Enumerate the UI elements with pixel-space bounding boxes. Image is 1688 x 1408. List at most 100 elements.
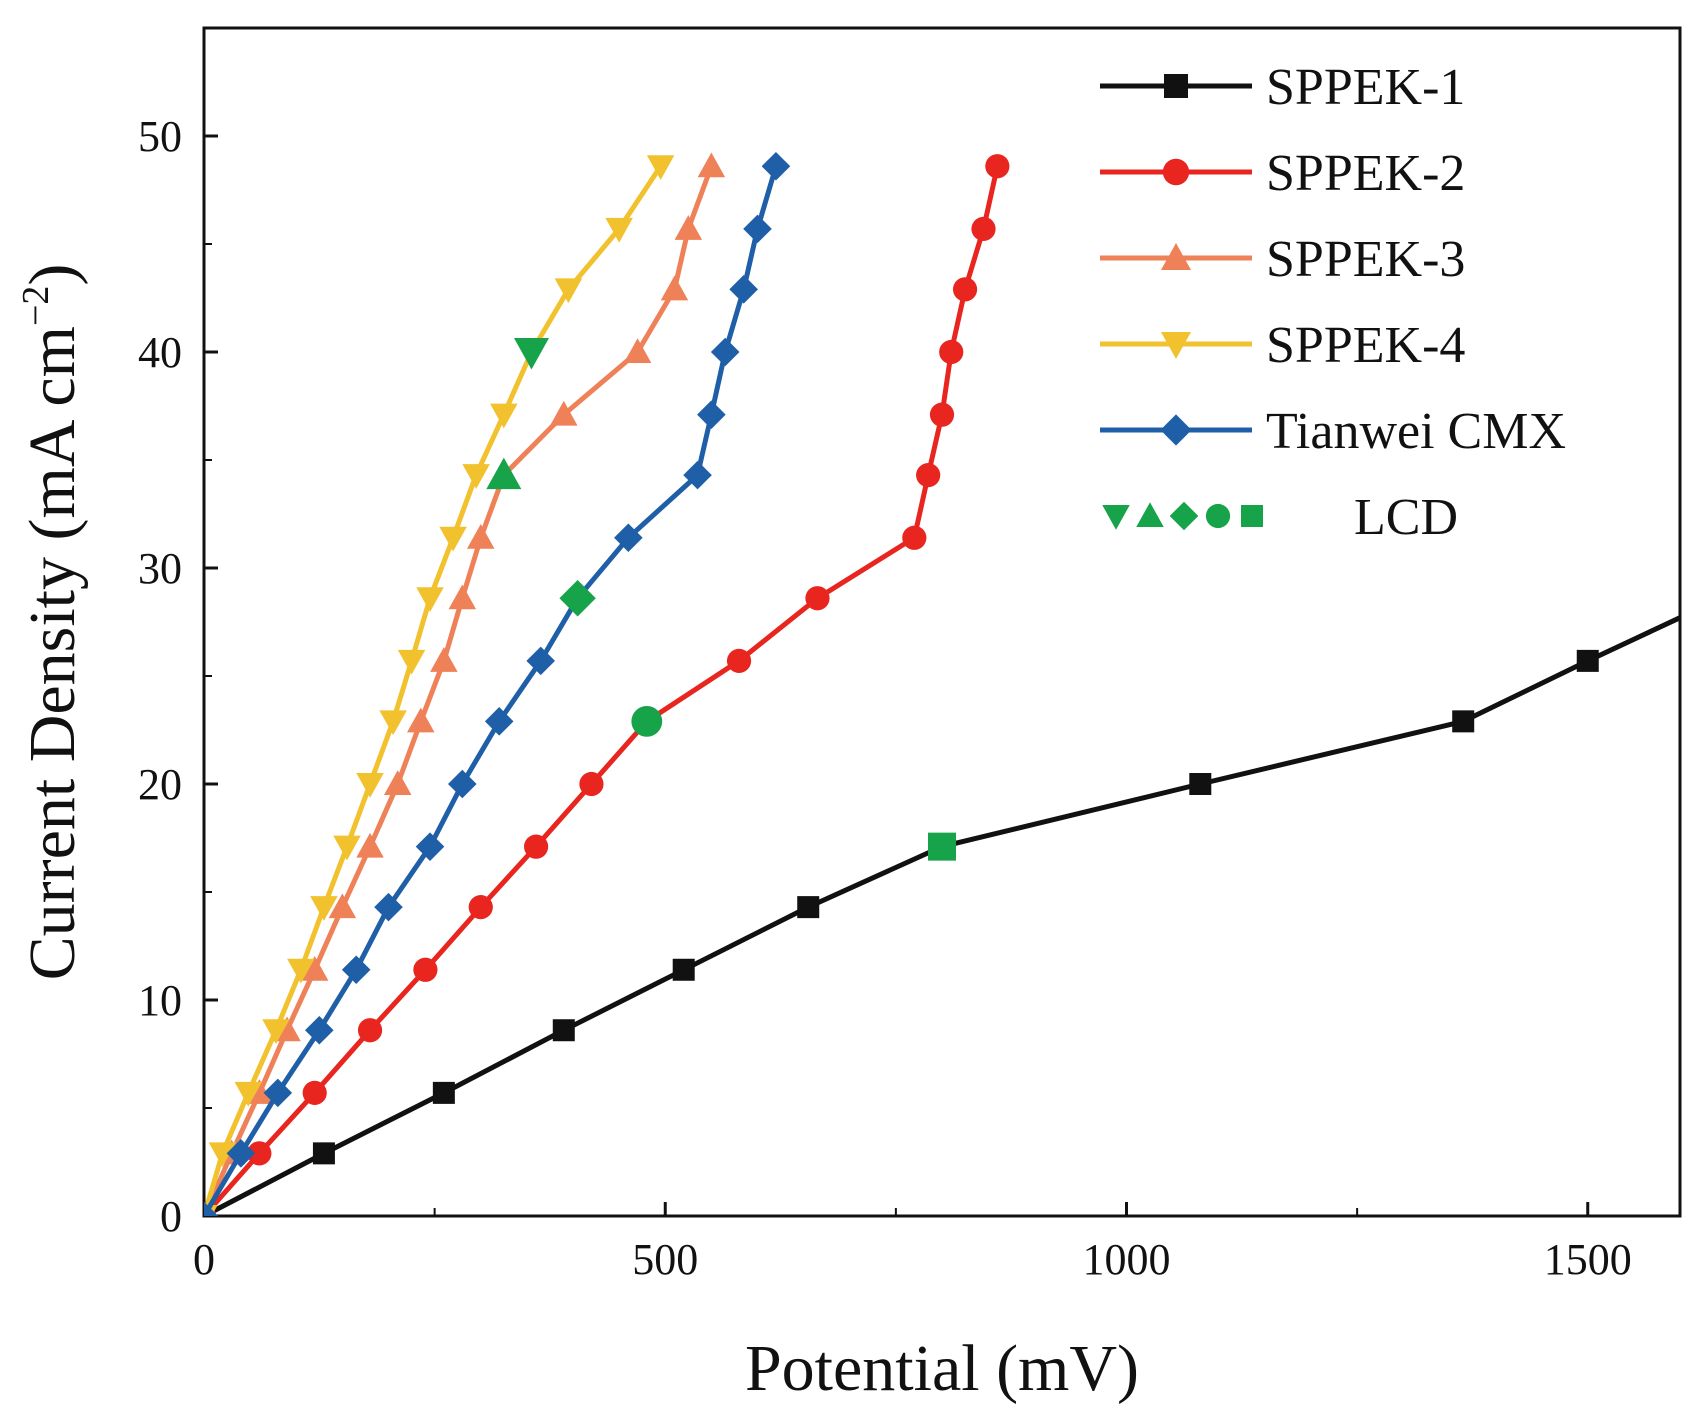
legend-label-sppek-3: SPPEK-3	[1266, 231, 1465, 288]
data-point-tianwei-cmx	[614, 523, 643, 553]
data-point-sppek-2	[971, 216, 996, 241]
y-axis-title: Current Density (mA cm−2)	[15, 264, 89, 981]
data-point-sppek-3	[356, 832, 384, 858]
x-axis-title: Potential (mV)	[745, 1332, 1139, 1405]
lcd-point	[928, 832, 956, 861]
data-point-sppek-1	[1452, 710, 1475, 733]
legend-label-sppek-2: SPPEK-2	[1266, 145, 1465, 202]
data-point-sppek-2	[939, 339, 964, 365]
y-tick-label: 40	[138, 328, 182, 377]
data-point-tianwei-cmx	[761, 151, 791, 181]
data-point-tianwei-cmx	[683, 460, 712, 490]
x-tick-label: 0	[193, 1235, 215, 1284]
legend-marker-sppek-3	[1161, 243, 1191, 270]
data-point-sppek-4	[416, 587, 444, 612]
legend-lcd-marker	[1136, 502, 1164, 527]
data-point-tianwei-cmx	[697, 400, 726, 429]
data-point-sppek-4	[462, 464, 490, 489]
y-axis-title-superscript: −2	[15, 286, 57, 326]
data-point-sppek-2	[916, 463, 941, 488]
data-point-tianwei-cmx	[484, 707, 514, 736]
data-point-sppek-3	[467, 524, 495, 549]
data-point-sppek-3	[328, 893, 357, 919]
y-tick-label: 30	[138, 544, 182, 593]
data-point-sppek-3	[697, 152, 726, 178]
y-tick-label: 0	[160, 1192, 182, 1241]
legend-marker-sppek-1	[1164, 74, 1188, 98]
legend-marker-sppek-4	[1161, 332, 1191, 359]
series-line-sppek-2	[204, 165, 1000, 1216]
data-point-sppek-2	[929, 402, 955, 427]
series-sppek-2	[204, 154, 1010, 1216]
data-point-sppek-2	[902, 525, 927, 550]
lcd-point	[486, 457, 522, 490]
data-point-sppek-2	[357, 1018, 383, 1043]
data-point-sppek-2	[413, 957, 438, 982]
y-axis-title-close: )	[16, 264, 89, 286]
y-tick-label: 10	[138, 976, 182, 1025]
data-point-tianwei-cmx	[226, 1139, 256, 1168]
data-point-sppek-3	[430, 647, 458, 672]
data-point-tianwei-cmx	[526, 646, 556, 676]
y-tick-label: 50	[138, 112, 182, 161]
data-point-sppek-4	[379, 710, 407, 736]
data-point-sppek-2	[805, 586, 830, 611]
data-point-sppek-1	[1189, 773, 1212, 795]
data-point-tianwei-cmx	[374, 892, 403, 922]
data-point-sppek-3	[300, 956, 329, 981]
data-point-sppek-4	[646, 155, 675, 180]
legend-label-lcd: LCD	[1354, 489, 1458, 546]
data-point-tianwei-cmx	[341, 955, 371, 985]
data-point-sppek-1	[797, 896, 820, 919]
data-point-sppek-2	[302, 1080, 327, 1105]
data-point-tianwei-cmx	[415, 832, 445, 861]
data-point-sppek-4	[234, 1081, 263, 1107]
series-line-sppek-3	[204, 165, 714, 1216]
series-layer	[204, 151, 1680, 1216]
x-tick-label: 1000	[1083, 1235, 1171, 1284]
data-point-sppek-2	[952, 277, 978, 302]
data-point-sppek-1	[552, 1019, 575, 1042]
legend-lcd-marker	[1169, 501, 1199, 531]
data-point-sppek-4	[490, 403, 518, 429]
data-point-sppek-4	[333, 835, 361, 861]
data-point-sppek-4	[397, 649, 426, 675]
data-point-tianwei-cmx	[305, 1015, 334, 1045]
data-point-sppek-4	[439, 526, 467, 552]
legend-marker-tianwei-cmx	[1160, 414, 1192, 446]
legend-label-tianwei-cmx: Tianwei CMX	[1266, 403, 1566, 460]
legend-label-sppek-4: SPPEK-4	[1266, 317, 1465, 374]
data-point-sppek-3	[383, 770, 412, 795]
data-point-sppek-3	[623, 338, 652, 363]
lcd-point	[631, 705, 663, 737]
data-point-tianwei-cmx	[263, 1078, 293, 1108]
x-tick-label: 500	[632, 1235, 698, 1284]
data-point-sppek-2	[247, 1141, 272, 1166]
lcd-layer	[486, 338, 956, 861]
data-point-sppek-1	[672, 958, 695, 981]
data-point-sppek-4	[208, 1142, 237, 1168]
series-sppek-1	[204, 615, 1680, 1216]
legend-lcd-marker	[1102, 505, 1130, 530]
data-point-tianwei-cmx	[710, 337, 740, 367]
data-point-sppek-4	[287, 958, 315, 984]
data-point-sppek-2	[468, 895, 493, 920]
data-point-sppek-4	[356, 773, 384, 798]
lcd-point	[513, 338, 549, 370]
data-point-sppek-1	[432, 1081, 455, 1104]
data-point-sppek-2	[985, 154, 1010, 179]
legend-marker-sppek-2	[1162, 158, 1190, 186]
data-point-tianwei-cmx	[204, 1201, 219, 1216]
data-point-tianwei-cmx	[448, 769, 477, 799]
data-point-sppek-4	[554, 278, 583, 304]
legend-label-sppek-1: SPPEK-1	[1266, 59, 1465, 116]
legend-lcd-marker	[1241, 505, 1263, 527]
data-point-sppek-1	[312, 1142, 335, 1165]
data-point-sppek-3	[550, 400, 578, 426]
data-point-sppek-2	[524, 834, 549, 859]
data-point-sppek-4	[262, 1019, 290, 1044]
axes: 0 500 1000 1500 0 10 20 30 40 50	[138, 112, 1632, 1284]
data-point-sppek-4	[605, 217, 633, 243]
y-axis-title-main: Current Density (mA cm	[16, 326, 89, 980]
